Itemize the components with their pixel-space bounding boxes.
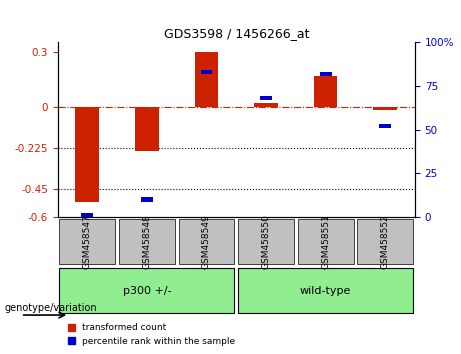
Text: wild-type: wild-type [300, 286, 351, 296]
Title: GDS3598 / 1456266_at: GDS3598 / 1456266_at [164, 27, 309, 40]
Bar [313, 75, 337, 107]
Bar [254, 103, 278, 107]
Legend: transformed count, percentile rank within the sample: transformed count, percentile rank withi… [65, 320, 239, 349]
Bar [76, 107, 99, 202]
FancyBboxPatch shape [119, 219, 175, 264]
Text: GSM458550: GSM458550 [261, 214, 271, 269]
FancyBboxPatch shape [238, 268, 413, 313]
FancyBboxPatch shape [178, 219, 235, 264]
Text: GSM458551: GSM458551 [321, 214, 330, 269]
Text: p300 +/-: p300 +/- [123, 286, 171, 296]
Text: GSM458547: GSM458547 [83, 214, 92, 269]
FancyBboxPatch shape [357, 219, 413, 264]
Bar [201, 70, 213, 74]
Bar [373, 107, 397, 110]
FancyBboxPatch shape [298, 219, 354, 264]
FancyBboxPatch shape [238, 219, 294, 264]
Text: genotype/variation: genotype/variation [5, 303, 97, 313]
Bar [135, 107, 159, 151]
Bar [82, 213, 93, 217]
Text: GSM458549: GSM458549 [202, 214, 211, 269]
Bar [379, 124, 391, 129]
Bar [260, 96, 272, 101]
Bar [141, 197, 153, 202]
Bar [319, 72, 331, 76]
Text: GSM458548: GSM458548 [142, 214, 152, 269]
FancyBboxPatch shape [59, 219, 115, 264]
Text: GSM458552: GSM458552 [381, 214, 390, 269]
FancyBboxPatch shape [59, 268, 235, 313]
Bar [195, 52, 219, 107]
